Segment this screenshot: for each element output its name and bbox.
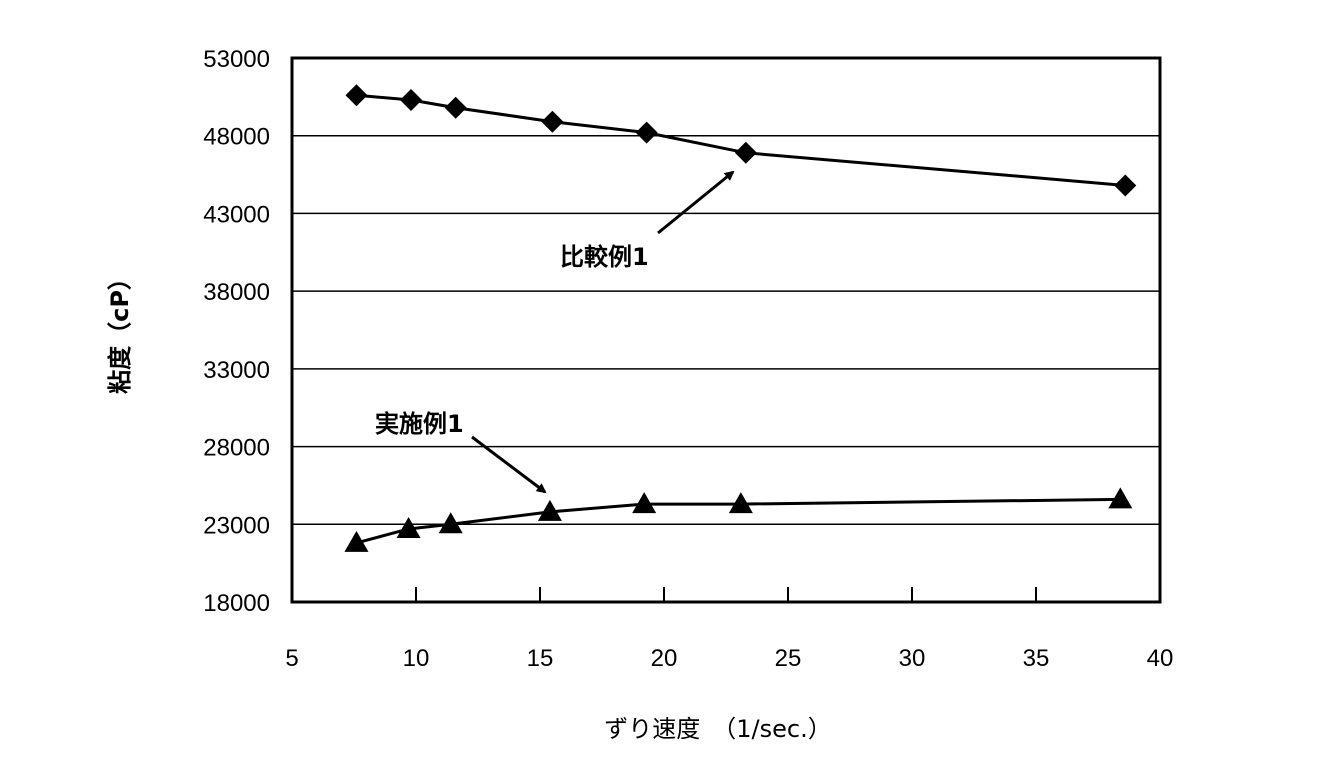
annotation-label: 比較例1 (560, 243, 649, 271)
x-axis-ticks: 5 10 15 20 25 30 35 40 (285, 587, 1173, 672)
x-tick-label: 25 (775, 645, 802, 672)
x-tick-label: 10 (403, 645, 430, 672)
annotation-arrow (657, 170, 735, 235)
diamond-marker (444, 96, 467, 119)
triangle-marker (537, 499, 562, 521)
x-tick-label: 40 (1147, 645, 1174, 672)
triangle-marker (728, 492, 753, 514)
diamond-marker (734, 141, 757, 164)
diamond-marker (345, 84, 368, 107)
triangle-marker (396, 516, 421, 538)
triangle-marker (344, 530, 369, 552)
y-tick-label: 18000 (203, 590, 270, 617)
x-tick-label: 20 (651, 645, 678, 672)
y-tick-label: 33000 (203, 357, 270, 384)
y-tick-label: 53000 (203, 46, 270, 73)
y-tick-label: 48000 (203, 124, 270, 151)
x-tick-label: 5 (285, 645, 298, 672)
diamond-marker (541, 110, 564, 133)
series-triangle (344, 487, 1133, 552)
series-line (356, 93, 1126, 187)
series-diamond (345, 84, 1137, 197)
diamond-marker (1114, 174, 1137, 197)
gridlines (292, 134, 1160, 526)
x-tick-label: 30 (899, 645, 926, 672)
triangle-marker (438, 512, 463, 534)
y-tick-label: 38000 (203, 279, 270, 306)
plot-area (290, 56, 1162, 604)
triangle-marker (632, 492, 657, 514)
diamond-marker (635, 121, 658, 144)
y-axis-title: 粘度（cP） (106, 266, 134, 394)
triangle-marker (1108, 487, 1133, 509)
y-tick-label: 23000 (203, 512, 270, 539)
annotation-arrow (471, 435, 547, 494)
x-tick-label: 15 (527, 645, 554, 672)
data-series (344, 84, 1137, 552)
diamond-marker (400, 88, 423, 111)
x-axis-title: ずり速度 （1/sec.） (604, 715, 831, 743)
annotations: 比較例1 実施例1 (375, 170, 735, 494)
annotation-label: 実施例1 (375, 410, 464, 438)
x-tick-label: 35 (1023, 645, 1050, 672)
y-tick-label: 43000 (203, 201, 270, 228)
y-tick-label: 28000 (203, 435, 270, 462)
y-axis-ticks: 18000 23000 28000 33000 38000 43000 48000 53000 (203, 46, 270, 617)
